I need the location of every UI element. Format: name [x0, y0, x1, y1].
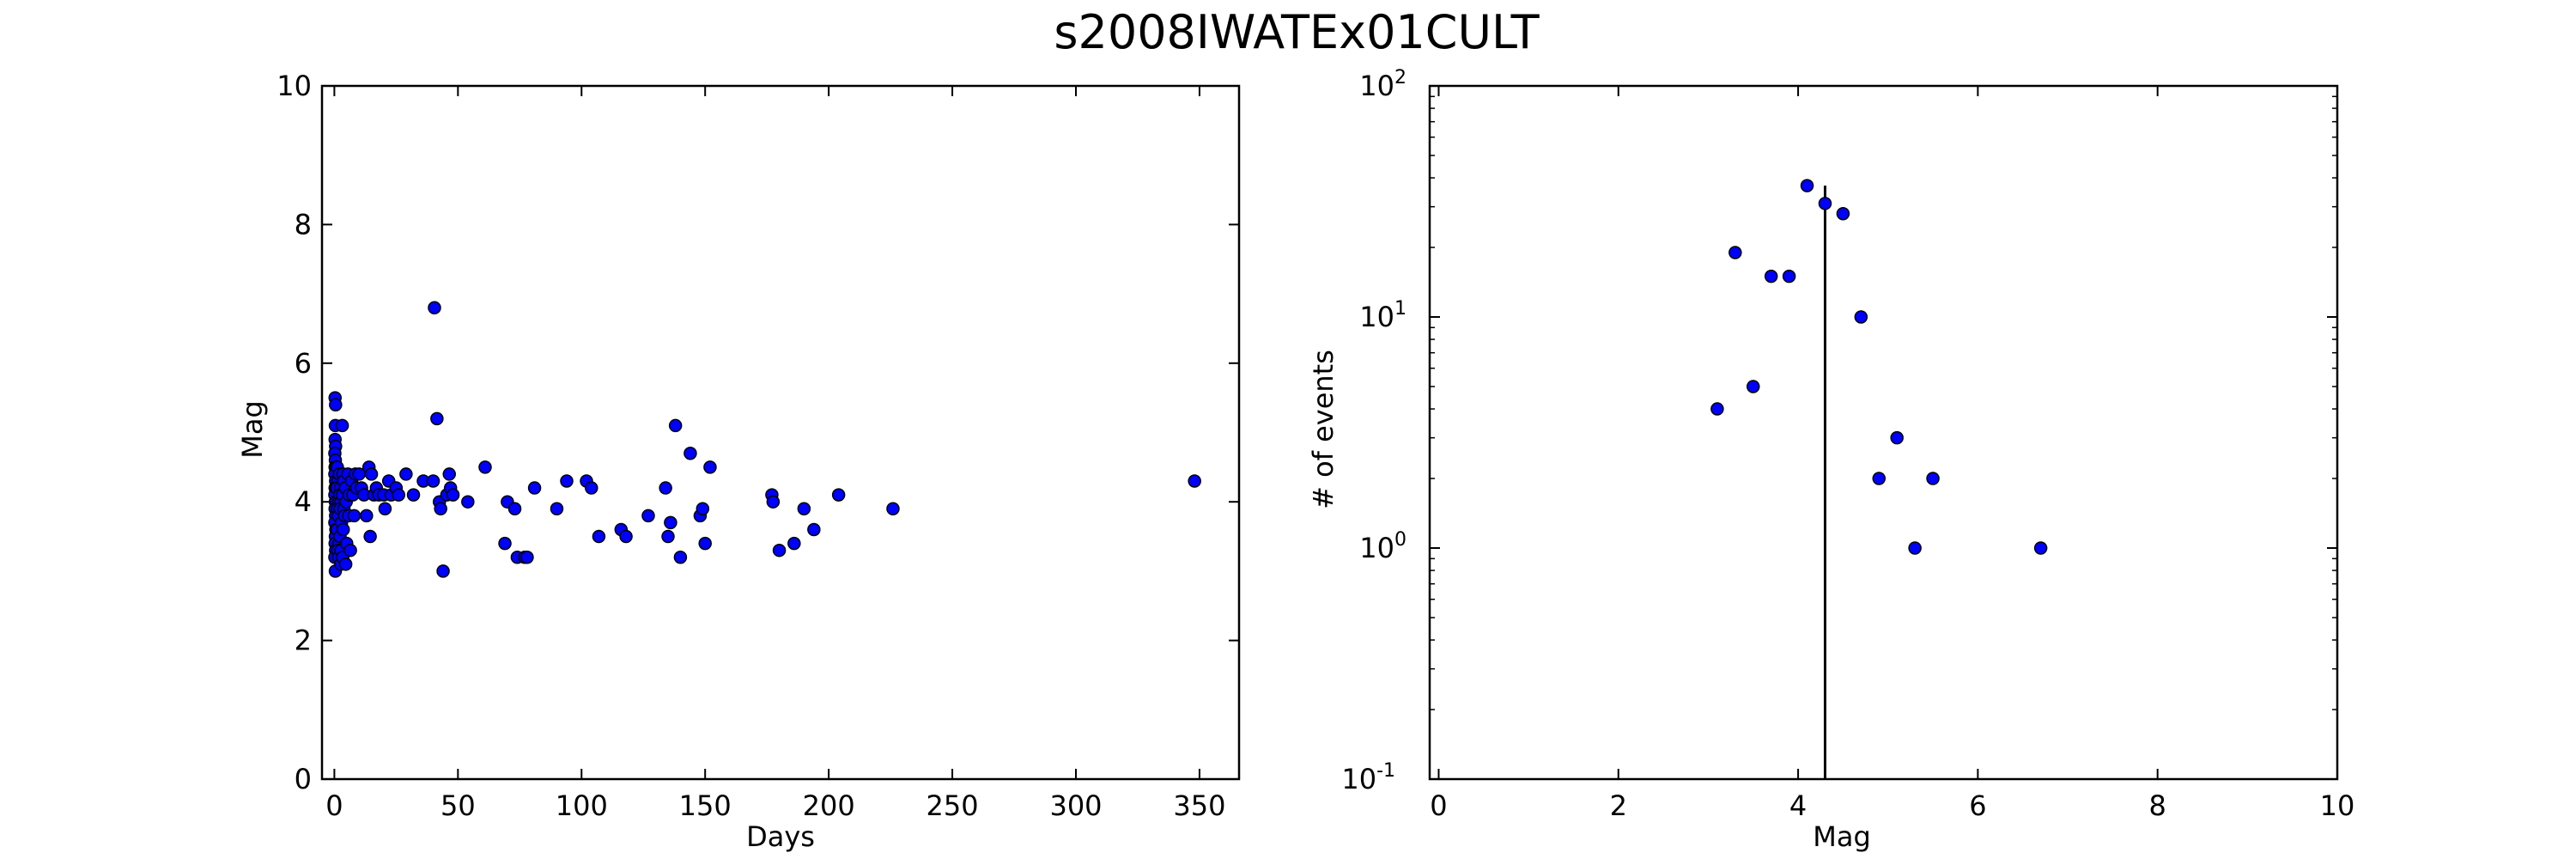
data-point	[1782, 269, 1796, 283]
data-point	[766, 495, 781, 509]
data-point	[585, 481, 598, 495]
y-tick-label: 100	[1359, 529, 1406, 564]
data-point	[378, 502, 392, 516]
x-tick-label: 200	[803, 789, 855, 822]
x-tick-label: 0	[325, 789, 343, 822]
data-point	[392, 488, 405, 502]
data-point	[527, 481, 542, 495]
y-tick-label: 8	[295, 208, 312, 241]
left-scatter-panel: Days Mag 0 50 100 150 200 250 300 350 0 2 4 6 8 10	[236, 70, 1241, 853]
left-x-axis-label: Days	[746, 820, 815, 853]
figure-suptitle: s2008IWATEx01CULT	[1054, 5, 1540, 59]
data-point	[592, 529, 606, 544]
data-point	[434, 502, 447, 516]
data-point	[347, 509, 361, 523]
y-tick-label: 101	[1359, 298, 1406, 333]
x-tick-label: 250	[927, 789, 979, 822]
axes-frame	[1428, 84, 2339, 781]
right-y-axis-label: # of events	[1307, 350, 1340, 509]
data-point	[683, 446, 697, 460]
data-point	[1710, 402, 1724, 416]
data-point	[886, 502, 900, 516]
data-point	[426, 474, 440, 488]
data-point	[772, 543, 787, 557]
left-y-axis-label: Mag	[236, 400, 269, 459]
data-point	[831, 488, 846, 502]
data-point	[673, 551, 688, 564]
data-point	[1854, 310, 1868, 324]
data-point	[360, 509, 374, 523]
data-point	[343, 543, 357, 557]
data-point	[560, 474, 574, 488]
data-point	[428, 301, 441, 314]
x-tick-label: 2	[1610, 789, 1627, 822]
data-point	[797, 502, 811, 516]
data-point	[619, 529, 633, 544]
data-point	[550, 502, 564, 516]
x-tick-label: 10	[2320, 789, 2355, 822]
x-tick-label: 0	[1430, 789, 1447, 822]
data-point	[807, 522, 821, 537]
data-point	[698, 536, 712, 551]
data-point	[363, 529, 377, 544]
data-point	[507, 502, 522, 516]
data-point	[1747, 380, 1760, 393]
data-point	[1872, 472, 1886, 485]
data-point	[787, 536, 801, 551]
data-point	[337, 522, 350, 537]
y-tick-label: 2	[295, 624, 312, 657]
data-point	[406, 488, 421, 502]
data-point	[520, 551, 534, 564]
x-tick-label: 6	[1969, 789, 1986, 822]
data-point	[668, 418, 683, 433]
data-point	[1926, 472, 1940, 485]
data-point	[1890, 430, 1904, 445]
x-tick-label: 350	[1173, 789, 1225, 822]
data-point	[1836, 206, 1850, 221]
data-point	[498, 536, 512, 551]
data-point	[1818, 197, 1832, 210]
data-point	[2033, 541, 2048, 555]
data-point	[335, 418, 349, 433]
y-tick-label: 102	[1359, 67, 1406, 102]
y-tick-label: 4	[295, 485, 312, 518]
data-point	[661, 529, 675, 544]
data-point	[338, 557, 353, 571]
data-point	[430, 411, 444, 426]
right-scatter-panel: Mag # of events 0 2 4 6 8 10 10-1 100 101 102	[1307, 67, 2354, 853]
y-tick-label: 0	[295, 763, 312, 795]
data-point	[399, 467, 413, 481]
data-point	[703, 460, 717, 474]
data-point	[1728, 246, 1742, 259]
axes-frame	[320, 84, 1241, 781]
data-point	[1908, 541, 1922, 555]
data-point	[1188, 474, 1201, 488]
x-tick-label: 150	[679, 789, 732, 822]
x-tick-label: 8	[2149, 789, 2166, 822]
data-point	[436, 564, 450, 578]
data-point	[1800, 179, 1814, 192]
y-tick-label: 6	[295, 347, 312, 380]
data-point	[446, 488, 460, 502]
data-point	[329, 398, 343, 411]
y-tick-label: 10-1	[1341, 760, 1395, 795]
data-point	[364, 467, 379, 481]
right-x-axis-label: Mag	[1813, 820, 1871, 853]
data-point	[1764, 269, 1778, 283]
data-point	[659, 481, 672, 495]
data-point	[641, 509, 655, 523]
data-point	[696, 502, 710, 516]
data-point	[478, 460, 492, 474]
y-tick-label: 10	[276, 70, 312, 102]
data-point	[442, 467, 457, 481]
x-tick-label: 50	[440, 789, 476, 822]
x-tick-label: 300	[1049, 789, 1102, 822]
data-point	[461, 495, 475, 509]
x-tick-label: 100	[556, 789, 608, 822]
x-tick-label: 4	[1789, 789, 1807, 822]
data-point	[664, 515, 677, 530]
